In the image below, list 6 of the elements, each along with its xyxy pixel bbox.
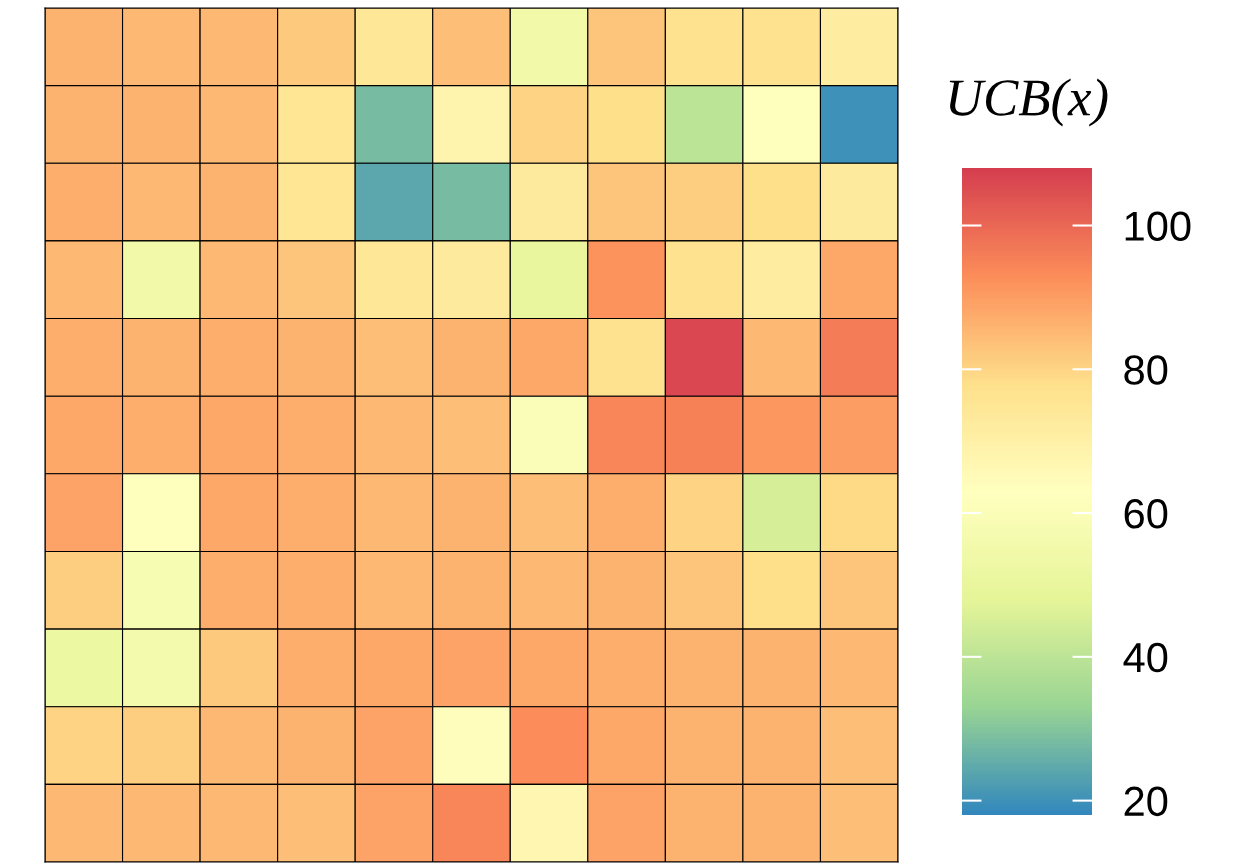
color-bar-label: 60 bbox=[1124, 499, 1168, 529]
color-bar-label: 20 bbox=[1124, 786, 1168, 817]
color-bar-label: 80 bbox=[1124, 355, 1168, 385]
color-bar-label: 100 bbox=[1125, 211, 1191, 242]
color-bar-label: 40 bbox=[1123, 642, 1168, 673]
color-bar-title: UCB(x) bbox=[949, 78, 1108, 127]
